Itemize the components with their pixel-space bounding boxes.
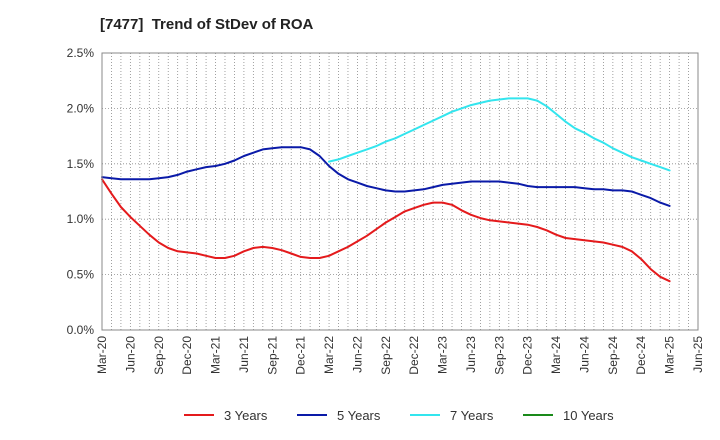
series-line — [101, 178, 671, 283]
x-tick-label: Dec-23 — [521, 336, 535, 375]
x-tick-label: Jun-21 — [237, 336, 251, 373]
x-tick-label: Dec-22 — [407, 336, 421, 375]
x-tick-label: Jun-24 — [577, 336, 591, 373]
series-line — [328, 97, 671, 172]
x-tick-label: Sep-21 — [265, 336, 279, 375]
x-tick-label: Jun-25 — [691, 336, 705, 373]
legend-label: 3 Years — [224, 408, 268, 423]
y-tick-label: 1.0% — [67, 212, 95, 226]
x-tick-label: Dec-21 — [294, 336, 308, 375]
series-line — [101, 146, 671, 207]
x-tick-label: Dec-24 — [634, 336, 648, 375]
x-tick-label: Mar-20 — [95, 336, 109, 374]
x-tick-label: Sep-24 — [606, 336, 620, 375]
x-tick-label: Jun-22 — [350, 336, 364, 373]
legend-label: 7 Years — [450, 408, 494, 423]
x-tick-label: Mar-24 — [549, 336, 563, 374]
x-tick-label: Jun-23 — [464, 336, 478, 373]
legend-layer: 3 Years 5 Years 7 Years 10 Years — [184, 408, 614, 423]
y-tick-label: 2.5% — [67, 46, 95, 60]
x-tick-label: Mar-21 — [209, 336, 223, 374]
legend-label: 5 Years — [337, 408, 381, 423]
x-tick-label: Mar-22 — [322, 336, 336, 374]
axis-layer: 0.0% 0.5% 1.0% 1.5% 2.0% 2.5% Mar-20 Jun-20 Sep-… — [67, 46, 705, 375]
x-tick-label: Mar-25 — [663, 336, 677, 374]
y-tick-label: 0.0% — [67, 323, 95, 337]
series-layer — [101, 97, 671, 283]
x-tick-label: Sep-23 — [492, 336, 506, 375]
y-tick-label: 1.5% — [67, 157, 95, 171]
y-tick-label: 2.0% — [67, 101, 95, 115]
plot-frame — [101, 52, 699, 331]
x-tick-label: Sep-22 — [379, 336, 393, 375]
x-tick-label: Jun-20 — [123, 336, 137, 373]
chart-title: [7477] Trend of StDev of ROA — [100, 16, 314, 33]
x-tick-label: Sep-20 — [152, 336, 166, 375]
grid-layer — [102, 53, 698, 330]
legend-label: 10 Years — [563, 408, 614, 423]
x-tick-label: Mar-23 — [436, 336, 450, 374]
x-tick-label: Dec-20 — [180, 336, 194, 375]
y-tick-label: 0.5% — [67, 268, 95, 282]
